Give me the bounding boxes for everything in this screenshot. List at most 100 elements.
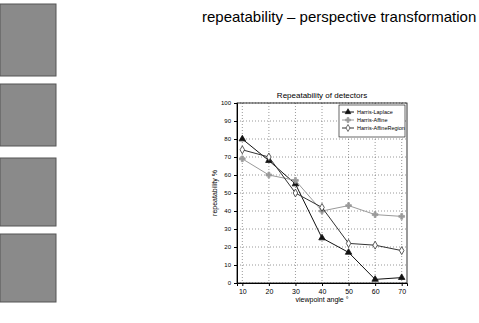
legend-box <box>339 105 405 137</box>
photo <box>0 84 56 146</box>
x-tick: 50 <box>345 283 353 295</box>
series-marker <box>319 234 325 240</box>
x-tick: 20 <box>265 283 273 295</box>
grid-line <box>322 103 323 283</box>
y-tick-label: 80 <box>224 136 231 142</box>
legend-marker <box>345 109 351 114</box>
y-tick: 30 <box>224 226 237 232</box>
y-tick-mark <box>234 175 237 176</box>
series-marker <box>293 178 299 184</box>
y-tick: 80 <box>224 136 237 142</box>
y-tick-mark <box>234 283 237 284</box>
x-tick-mark <box>375 283 376 286</box>
chart-title: Repeatability of detectors <box>277 91 367 100</box>
grid-line <box>268 103 269 283</box>
x-tick: 70 <box>398 283 406 295</box>
y-tick-mark <box>234 211 237 212</box>
y-tick-mark <box>234 121 237 122</box>
y-tick: 100 <box>221 100 237 106</box>
series-marker <box>293 189 298 197</box>
x-tick-label: 50 <box>345 288 353 295</box>
y-tick-label: 40 <box>224 208 231 214</box>
y-tick-mark <box>234 247 237 248</box>
y-tick-mark <box>234 229 237 230</box>
series-marker <box>240 146 245 154</box>
x-tick-label: 20 <box>265 288 273 295</box>
legend-label: Harris-AffineRegion <box>357 125 405 131</box>
series-marker <box>399 214 405 220</box>
plot-frame <box>237 103 407 283</box>
y-tick-label: 90 <box>224 118 231 124</box>
y-tick: 0 <box>228 280 237 286</box>
series-line <box>242 150 401 251</box>
y-tick: 70 <box>224 154 237 160</box>
series-marker <box>399 247 404 255</box>
photo <box>0 4 56 76</box>
y-axis: 0 10 20 30 40 50 60 70 80 90 100 <box>221 100 238 286</box>
y-tick-label: 50 <box>224 190 231 196</box>
x-tick-label: 40 <box>319 288 327 295</box>
x-axis-label: viewpoint angle ° <box>296 296 349 304</box>
x-tick-mark <box>269 283 270 286</box>
y-axis-line <box>234 104 238 284</box>
y-tick: 50 <box>224 190 237 196</box>
legend-marker <box>345 117 350 122</box>
x-tick-mark <box>349 283 350 286</box>
photo <box>0 234 56 302</box>
series-marker <box>239 156 245 162</box>
y-tick: 10 <box>224 262 237 268</box>
x-tick-label: 60 <box>372 288 380 295</box>
series-marker <box>267 153 272 161</box>
series-marker <box>373 241 378 249</box>
series-marker <box>372 276 378 282</box>
y-tick-label: 10 <box>224 262 231 268</box>
y-tick-label: 60 <box>224 172 231 178</box>
plot-marks <box>239 135 405 281</box>
x-tick-label: 30 <box>292 288 300 295</box>
photo <box>0 158 56 226</box>
x-tick: 30 <box>292 283 300 295</box>
series-marker <box>346 203 352 209</box>
y-tick: 90 <box>224 118 237 124</box>
y-tick-mark <box>234 265 237 266</box>
series-marker <box>320 203 325 211</box>
y-tick-mark <box>234 103 237 104</box>
slide: repeatability – perspective transformati… <box>0 0 479 323</box>
slide-title: repeatability – perspective transformati… <box>202 8 476 25</box>
x-tick-mark <box>322 283 323 286</box>
series-marker <box>239 135 245 141</box>
legend: Harris-LaplaceHarris-AffineHarris-Affine… <box>339 105 405 137</box>
y-tick-label: 0 <box>228 280 232 286</box>
y-tick-label: 100 <box>221 100 232 106</box>
y-tick: 40 <box>224 208 237 214</box>
x-tick-mark <box>242 283 243 286</box>
y-tick-label: 30 <box>224 226 231 232</box>
x-tick-mark <box>295 283 296 286</box>
x-tick: 60 <box>372 283 380 295</box>
y-tick: 20 <box>224 244 237 250</box>
y-tick-mark <box>234 193 237 194</box>
y-axis-label: repeatability % <box>211 170 219 216</box>
x-tick-label: 10 <box>239 288 247 295</box>
y-tick-label: 70 <box>224 154 231 160</box>
series-line <box>242 159 401 217</box>
x-tick-mark <box>402 283 403 286</box>
x-axis: 10 20 30 40 50 60 70 <box>238 283 408 295</box>
x-tick: 40 <box>319 283 327 295</box>
y-tick-mark <box>234 139 237 140</box>
grid <box>237 103 407 283</box>
series-marker <box>266 172 272 178</box>
grid-line <box>242 103 243 283</box>
series-marker <box>372 212 378 218</box>
y-tick: 60 <box>224 172 237 178</box>
legend-label: Harris-Laplace <box>357 109 393 115</box>
y-tick-label: 20 <box>224 244 231 250</box>
x-tick: 10 <box>239 283 247 295</box>
x-axis-line <box>238 284 408 287</box>
series-line <box>242 139 401 279</box>
series-marker <box>398 274 404 280</box>
legend-marker <box>346 125 350 132</box>
y-tick-mark <box>234 157 237 158</box>
series-marker <box>346 239 351 247</box>
series-marker <box>345 249 351 255</box>
